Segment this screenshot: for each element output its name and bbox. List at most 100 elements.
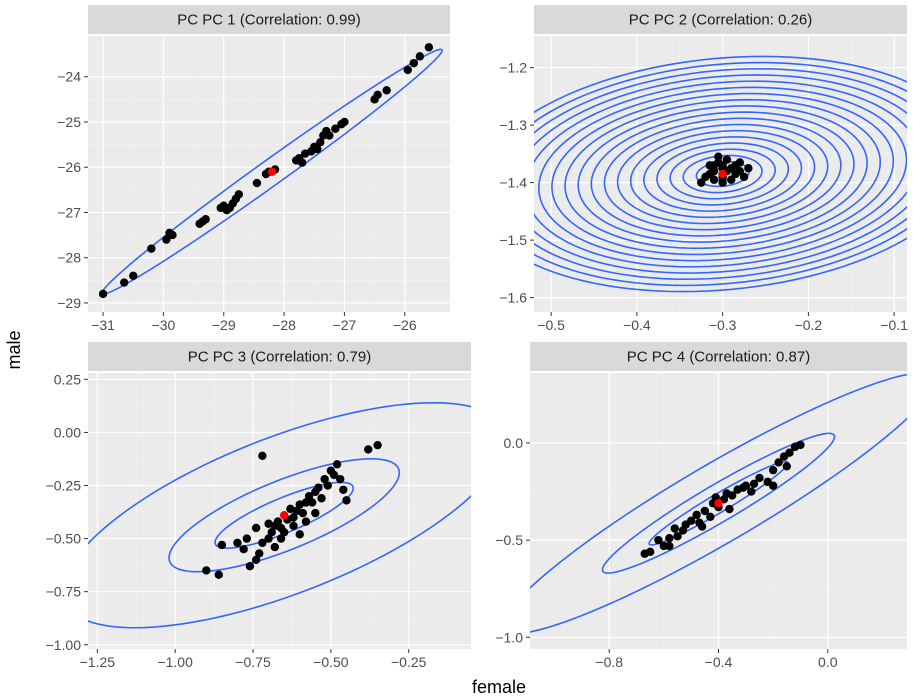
- confidence-ellipse: [601, 432, 836, 574]
- facet-strip-title: PC PC 3 (Correlation: 0.79): [188, 349, 371, 366]
- data-point: [304, 491, 314, 501]
- data-point: [289, 521, 298, 531]
- data-point: [147, 244, 156, 253]
- facet-strip-title: PC PC 1 (Correlation: 0.99): [177, 12, 360, 29]
- data-point: [270, 542, 280, 552]
- y-tick-label: −27: [57, 204, 81, 220]
- data-point: [709, 166, 719, 176]
- y-tick-label: −28: [57, 250, 81, 266]
- data-point: [697, 178, 706, 187]
- x-tick-label: −30: [152, 317, 176, 333]
- data-point: [340, 117, 349, 127]
- y-tick-label: −1.6: [499, 290, 527, 306]
- x-tick-label: −0.25: [391, 654, 427, 670]
- confidence-ellipse: [537, 86, 907, 262]
- data-point: [755, 473, 764, 483]
- center-point: [718, 169, 727, 179]
- panel-background: [88, 373, 471, 649]
- facet-panel-1: PC PC 1 (Correlation: 0.99) −31 −30 −29 −28 −…: [57, 5, 450, 333]
- data-point: [700, 506, 710, 516]
- data-point: [279, 528, 289, 537]
- data-point: [722, 155, 732, 164]
- data-point: [258, 538, 267, 548]
- data-point: [739, 172, 749, 182]
- facet-strip-title: PC PC 2 (Correlation: 0.26): [629, 12, 812, 29]
- data-point: [782, 462, 791, 471]
- facet-strip-title: PC PC 4 (Correlation: 0.87): [627, 349, 810, 366]
- confidence-ellipse: [168, 458, 401, 573]
- data-point: [424, 43, 434, 52]
- data-point: [98, 289, 108, 299]
- data-point: [768, 465, 778, 475]
- data-point: [245, 562, 255, 571]
- data-point: [709, 175, 719, 184]
- y-tick-label: −29: [57, 295, 81, 311]
- data-point: [239, 545, 248, 554]
- data-point: [120, 278, 129, 287]
- data-point: [718, 178, 727, 187]
- data-point: [332, 460, 342, 469]
- facet-panel-2: PC PC 2 (Correlation: 0.26) −0.5 −0.4 −0.3 −…: [499, 5, 908, 333]
- data-point: [741, 481, 751, 490]
- data-point: [267, 528, 276, 537]
- y-tick-label: −1.5: [499, 232, 527, 248]
- data-point: [323, 481, 332, 490]
- data-point: [409, 58, 418, 68]
- confidence-ellipse: [603, 117, 842, 231]
- data-point: [785, 448, 794, 457]
- confidence-ellipse: [564, 98, 882, 250]
- x-tick-label: −0.2: [795, 317, 823, 333]
- x-tick-label: −1.25: [80, 654, 116, 670]
- facet-panel-3: PC PC 3 (Correlation: 0.79) −1.25 −1.00 −0.…: [46, 342, 471, 670]
- data-point: [301, 517, 311, 526]
- y-tick-label: −1.2: [499, 60, 527, 76]
- data-point: [727, 175, 736, 184]
- data-point: [201, 215, 210, 224]
- facet-strip: [88, 342, 471, 371]
- y-tick-label: −24: [57, 69, 81, 85]
- data-point: [382, 86, 391, 95]
- data-point: [276, 534, 286, 543]
- y-tick-label: 0.0: [504, 435, 524, 451]
- data-point: [646, 547, 655, 557]
- x-tick-label: −0.4: [705, 654, 733, 670]
- data-point: [295, 530, 304, 539]
- confidence-ellipse: [534, 74, 907, 274]
- facet-strip: [534, 5, 907, 34]
- y-tick-label: −1.0: [495, 629, 523, 645]
- confidence-ellipse: [656, 142, 790, 206]
- data-point: [233, 538, 242, 548]
- data-point: [289, 513, 298, 522]
- data-point: [273, 517, 283, 526]
- facet-strip: [530, 342, 907, 371]
- data-point: [162, 235, 171, 244]
- data-point: [301, 498, 311, 507]
- data-point: [727, 491, 737, 500]
- data-point: [311, 508, 320, 518]
- confidence-ellipse: [695, 160, 750, 188]
- data-point: [735, 158, 744, 167]
- x-tick-label: 0.0: [818, 654, 838, 670]
- data-point: [217, 540, 227, 550]
- data-point: [718, 164, 727, 173]
- y-tick-label: 0.00: [54, 424, 81, 440]
- data-point: [339, 485, 348, 494]
- data-point: [252, 178, 262, 188]
- x-tick-label: −0.75: [235, 654, 271, 670]
- data-point: [692, 510, 701, 520]
- data-point: [251, 523, 261, 533]
- facet-strip: [88, 5, 450, 34]
- x-tick-label: −0.50: [313, 654, 349, 670]
- data-point: [670, 524, 679, 533]
- confidence-ellipse: [590, 111, 855, 237]
- data-point: [706, 512, 715, 522]
- x-tick-label: −1.00: [157, 654, 193, 670]
- data-point: [251, 555, 261, 565]
- confidence-ellipse: [648, 460, 789, 546]
- data-point: [373, 440, 382, 450]
- data-point: [686, 516, 696, 525]
- x-tick-label: −26: [393, 317, 417, 333]
- data-point: [264, 519, 273, 528]
- data-point: [731, 169, 740, 179]
